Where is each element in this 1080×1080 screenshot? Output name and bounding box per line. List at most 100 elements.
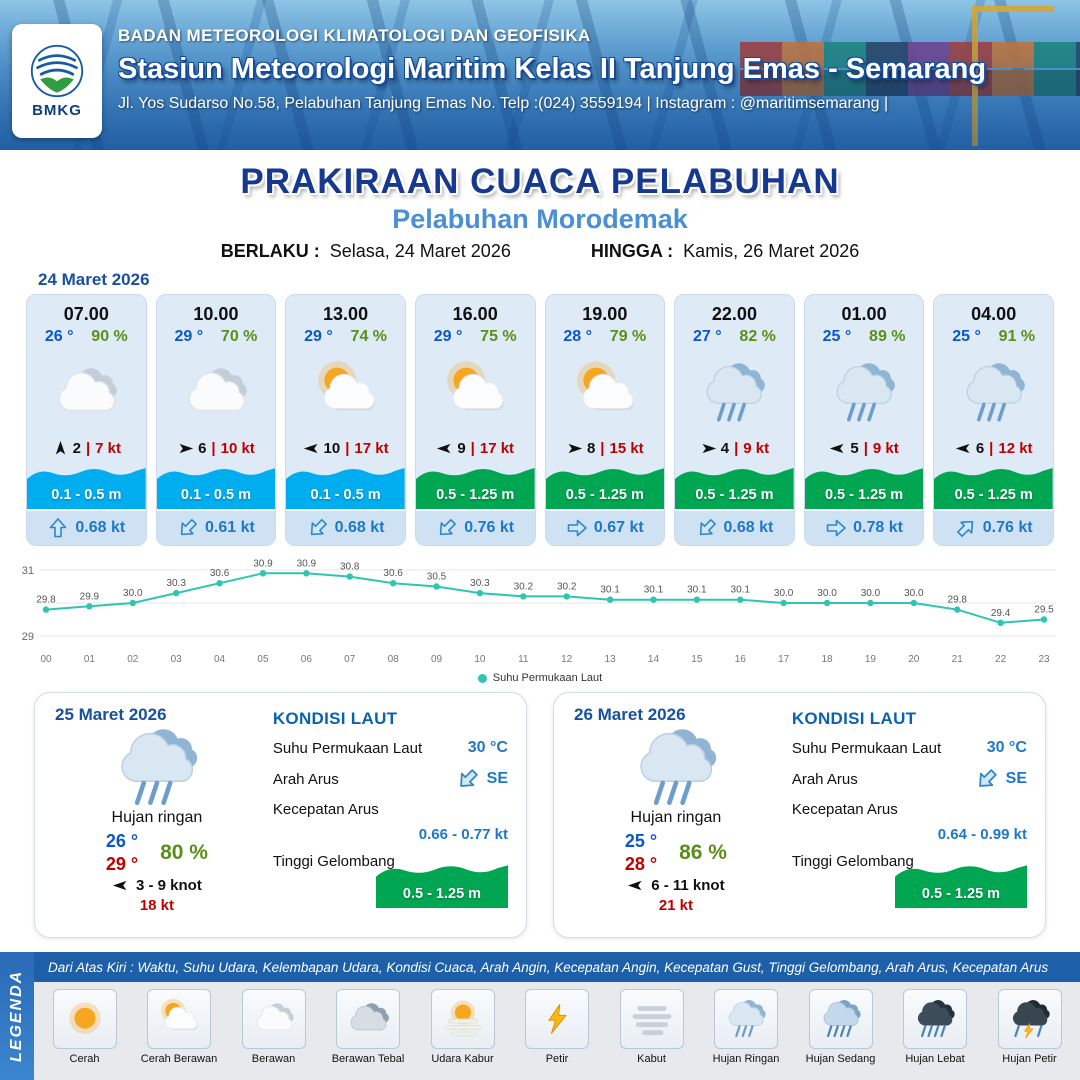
wave-height-value: 0.5 - 1.25 m — [402, 886, 482, 902]
time-label: 04.00 — [971, 304, 1017, 324]
sst-value: 30 °C — [467, 739, 508, 756]
wind-direction-icon — [830, 443, 844, 454]
wave-height-badge: 0.5 - 1.25 m — [675, 463, 794, 509]
wave-graphic — [375, 865, 508, 908]
sea-conditions: KONDISI LAUT Suhu Permukaan Laut 30 °C A… — [778, 705, 1027, 925]
weather-icon-hujan-ringan — [836, 363, 895, 422]
legend-item-label: Hujan Petir — [1002, 1053, 1057, 1065]
wind-row: 6 | 12 kt — [955, 440, 1033, 457]
current-row: 0.68 kt — [675, 509, 794, 545]
sst-value: 30 °C — [986, 739, 1027, 756]
air-temperature: 25 ° — [952, 328, 981, 345]
sst-row: Suhu Permukaan Laut 30 °C — [792, 739, 1027, 757]
current-speed-label: Kecepatan Arus — [791, 801, 898, 818]
weather-condition — [433, 346, 517, 440]
wave-height-label: Tinggi Gelombang — [272, 853, 395, 870]
weather-condition — [304, 346, 388, 440]
wave-height-row: Tinggi Gelombang — [273, 853, 508, 870]
svg-text:30.6: 30.6 — [210, 568, 230, 579]
station-name: Stasiun Meteorologi Maritim Kelas II Tan… — [118, 53, 987, 85]
current-speed: 0.61 kt — [205, 519, 255, 536]
legend-item-cerah-berawan: Cerah Berawan — [135, 989, 223, 1066]
station-address: Jl. Yos Sudarso No.58, Pelabuhan Tanjung… — [118, 95, 889, 112]
daily-condition-label: Hujan ringan — [111, 809, 203, 826]
legend-item-hujan-petir: Hujan Petir — [986, 989, 1074, 1066]
svg-text:30.2: 30.2 — [514, 581, 534, 592]
wave-height-value: 0.1 - 0.5 m — [51, 487, 122, 503]
port-name: Pelabuhan Morodemak — [392, 204, 688, 234]
divider: | — [734, 440, 739, 457]
current-direction-icon — [699, 519, 716, 536]
weather-icon-hujan-ringan — [121, 729, 198, 806]
forecast-date: 24 Maret 2026 — [38, 270, 150, 289]
svg-text:30.1: 30.1 — [600, 585, 620, 596]
svg-text:13: 13 — [605, 654, 617, 665]
current-direction-label: Arah Arus — [272, 770, 339, 788]
current-speed: 0.78 kt — [853, 519, 903, 536]
daily-forecast-card: 25 Maret 2026 Hujan ringan 26 ° 29 ° 80 … — [34, 692, 527, 938]
hourly-card-01.00: 01.00 25 ° 89 % 5 | 9 kt 0.5 - 1.25 m 0.… — [803, 294, 925, 546]
humidity: 74 % — [350, 328, 388, 345]
weather-icon-berawan — [59, 368, 118, 411]
current-row: 0.78 kt — [804, 509, 924, 545]
divider: | — [85, 440, 91, 457]
humidity: 90 % — [91, 328, 128, 345]
legend-item-label: Berawan Tebal — [331, 1053, 405, 1065]
current-direction-icon — [310, 519, 327, 536]
daily-temps-row: 26 ° 29 ° 80 % — [55, 830, 259, 875]
weather-icon-cerah-berawan — [447, 361, 505, 411]
svg-text:30.0: 30.0 — [123, 588, 143, 599]
svg-text:30.0: 30.0 — [861, 588, 881, 599]
daily-wind-row: 3 - 9 knot — [55, 877, 259, 894]
weather-condition — [44, 346, 128, 440]
gust-speed: 17 kt — [479, 440, 515, 457]
current-direction-icon — [440, 519, 457, 536]
temp-humidity-row: 29 ° 74 % — [286, 328, 405, 346]
current-speed-label: Kecepatan Arus — [272, 801, 379, 818]
legend-title: LEGENDA — [0, 952, 34, 1080]
wind-speed: 6 — [198, 440, 207, 457]
svg-text:30.3: 30.3 — [470, 578, 490, 589]
daily-weather-condition — [620, 725, 732, 811]
weather-icon-hujan-ringan — [640, 729, 717, 806]
current-direction-icon — [459, 769, 478, 787]
hourly-card-10.00: 10.00 29 ° 70 % 6 | 10 kt 0.1 - 0.5 m 0.… — [155, 294, 277, 546]
legend-item-label: Hujan Ringan — [712, 1053, 780, 1065]
legend-item-label: Cerah Berawan — [140, 1053, 218, 1065]
legend-items: Cerah Cerah Berawan Berawan Berawan Teba… — [34, 982, 1080, 1080]
daily-gust: 21 kt — [658, 897, 694, 914]
temp-min: 25 ° — [624, 831, 658, 851]
current-speed-value: 0.64 - 0.99 kt — [937, 826, 1027, 843]
wave-height-badge: 0.5 - 1.25 m — [545, 463, 665, 509]
divider: | — [989, 440, 994, 457]
time-label: 16.00 — [452, 304, 498, 324]
humidity: 89 % — [869, 328, 906, 345]
sea-conditions-heading: KONDISI LAUT — [791, 709, 917, 728]
svg-text:29.8: 29.8 — [36, 595, 56, 606]
legend-item-petir: Petir — [513, 989, 601, 1066]
legend-note: Dari Atas Kiri : Waktu, Suhu Udara, Kele… — [34, 952, 1080, 982]
wave-height-badge: 0.1 - 0.5 m — [27, 463, 146, 509]
svg-text:30.1: 30.1 — [687, 585, 707, 596]
humidity: 91 % — [998, 328, 1036, 345]
current-row: 0.76 kt — [934, 509, 1053, 545]
daily-wind-row: 6 - 11 knot — [574, 877, 778, 894]
wave-height-row: Tinggi Gelombang — [792, 853, 1027, 870]
humidity: 79 % — [609, 328, 647, 345]
wind-direction-icon — [179, 443, 194, 454]
hourly-forecast-row: 07.00 26 ° 90 % 2 | 7 kt 0.1 - 0.5 m 0.6… — [0, 294, 1080, 546]
daily-date: 25 Maret 2026 — [55, 705, 167, 724]
current-speed: 0.68 kt — [723, 519, 774, 536]
legend-item-label: Kabut — [637, 1053, 666, 1065]
svg-text:30.5: 30.5 — [427, 572, 447, 583]
wave-graphic — [27, 468, 146, 509]
wave-height-value: 0.5 - 1.25 m — [436, 487, 515, 503]
legend-item-label: Hujan Lebat — [905, 1053, 965, 1065]
time-label: 22.00 — [711, 304, 757, 324]
hingga-value: Kamis, 26 Maret 2026 — [683, 241, 860, 261]
svg-text:12: 12 — [561, 654, 573, 665]
temp-humidity-row: 27 ° 82 % — [675, 328, 794, 346]
wind-row: 6 | 10 kt — [177, 440, 255, 457]
legend-item-hujan-sedang: Hujan Sedang — [797, 989, 885, 1066]
wind-speed: 6 — [975, 440, 985, 457]
